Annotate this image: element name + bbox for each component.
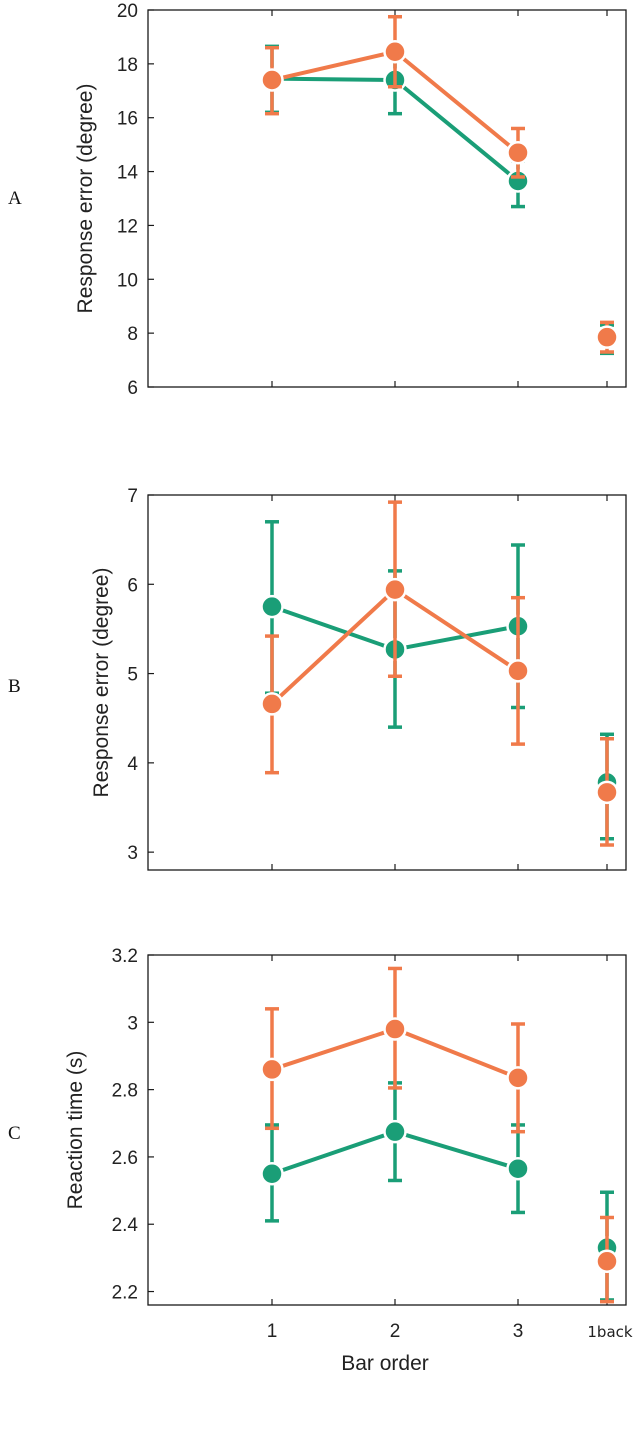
chart-panel-a: A 6 8 10 12 14 16 18 20 Response error (degree) [8, 1, 627, 399]
y-tick-label: 3 [127, 1013, 138, 1034]
y-tick-label: 2.2 [112, 1283, 138, 1304]
series-orange [260, 966, 619, 1304]
y-tick-label: 3.2 [112, 946, 138, 967]
y-tick-label: 14 [117, 163, 139, 184]
x-tick-label: 2 [390, 1321, 401, 1342]
series-orange [260, 14, 619, 354]
y-axis-title: Reaction time (s) [64, 1051, 87, 1210]
data-point-green [260, 594, 284, 619]
y-axis-title: Response error (degree) [90, 568, 113, 798]
data-point-green [383, 1119, 407, 1144]
data-point-orange [260, 68, 284, 92]
chart-panel-b: B 3 4 5 6 7 Response error (degree) [8, 486, 627, 871]
y-tick-label: 2.6 [112, 1148, 138, 1169]
plot-frame [147, 494, 627, 871]
y-tick-label: 5 [127, 665, 138, 686]
y-tick-label: 12 [117, 216, 138, 237]
panel-label: B [8, 676, 21, 697]
data-point-orange [595, 1249, 619, 1273]
data-point-orange [506, 659, 530, 683]
y-tick-label: 3 [127, 843, 138, 864]
x-tick-label: 3 [513, 1321, 524, 1342]
y-tick-label: 7 [127, 486, 138, 507]
y-tick-label: 8 [127, 324, 138, 345]
data-point-green [260, 1162, 284, 1186]
data-point-orange [383, 577, 407, 602]
data-point-orange [506, 140, 530, 165]
x-tick-label: 1 [267, 1321, 278, 1342]
y-tick-label: 20 [117, 1, 138, 22]
panel-label: C [8, 1123, 21, 1144]
y-tick-label: 16 [117, 109, 138, 130]
y-tick-label: 10 [117, 270, 138, 291]
data-point-orange [260, 692, 284, 716]
series-orange [260, 500, 619, 847]
plot-frame [147, 9, 627, 388]
y-tick-label: 6 [127, 575, 138, 596]
data-point-orange [260, 1057, 284, 1082]
panel-label: A [8, 188, 22, 209]
y-tick-label: 4 [127, 754, 138, 775]
y-tick-label: 18 [117, 55, 138, 76]
x-axis-title: Bar order [341, 1352, 429, 1375]
chart-panel-c: C 2.2 2.4 2.6 2.8 3 3.2 Reaction time (s) 1 2 3 1ba… [8, 946, 633, 1375]
data-point-orange [383, 39, 407, 64]
data-point-orange [595, 780, 619, 805]
y-axis-title: Response error (degree) [74, 84, 97, 314]
data-point-orange [383, 1017, 407, 1041]
y-tick-label: 2.8 [112, 1081, 138, 1102]
y-tick-label: 2.4 [112, 1215, 139, 1236]
data-point-green [506, 1156, 530, 1181]
x-tick-label: 1back [587, 1323, 633, 1341]
y-tick-label: 6 [127, 378, 138, 399]
data-point-orange [506, 1066, 530, 1090]
data-point-orange [595, 325, 619, 349]
